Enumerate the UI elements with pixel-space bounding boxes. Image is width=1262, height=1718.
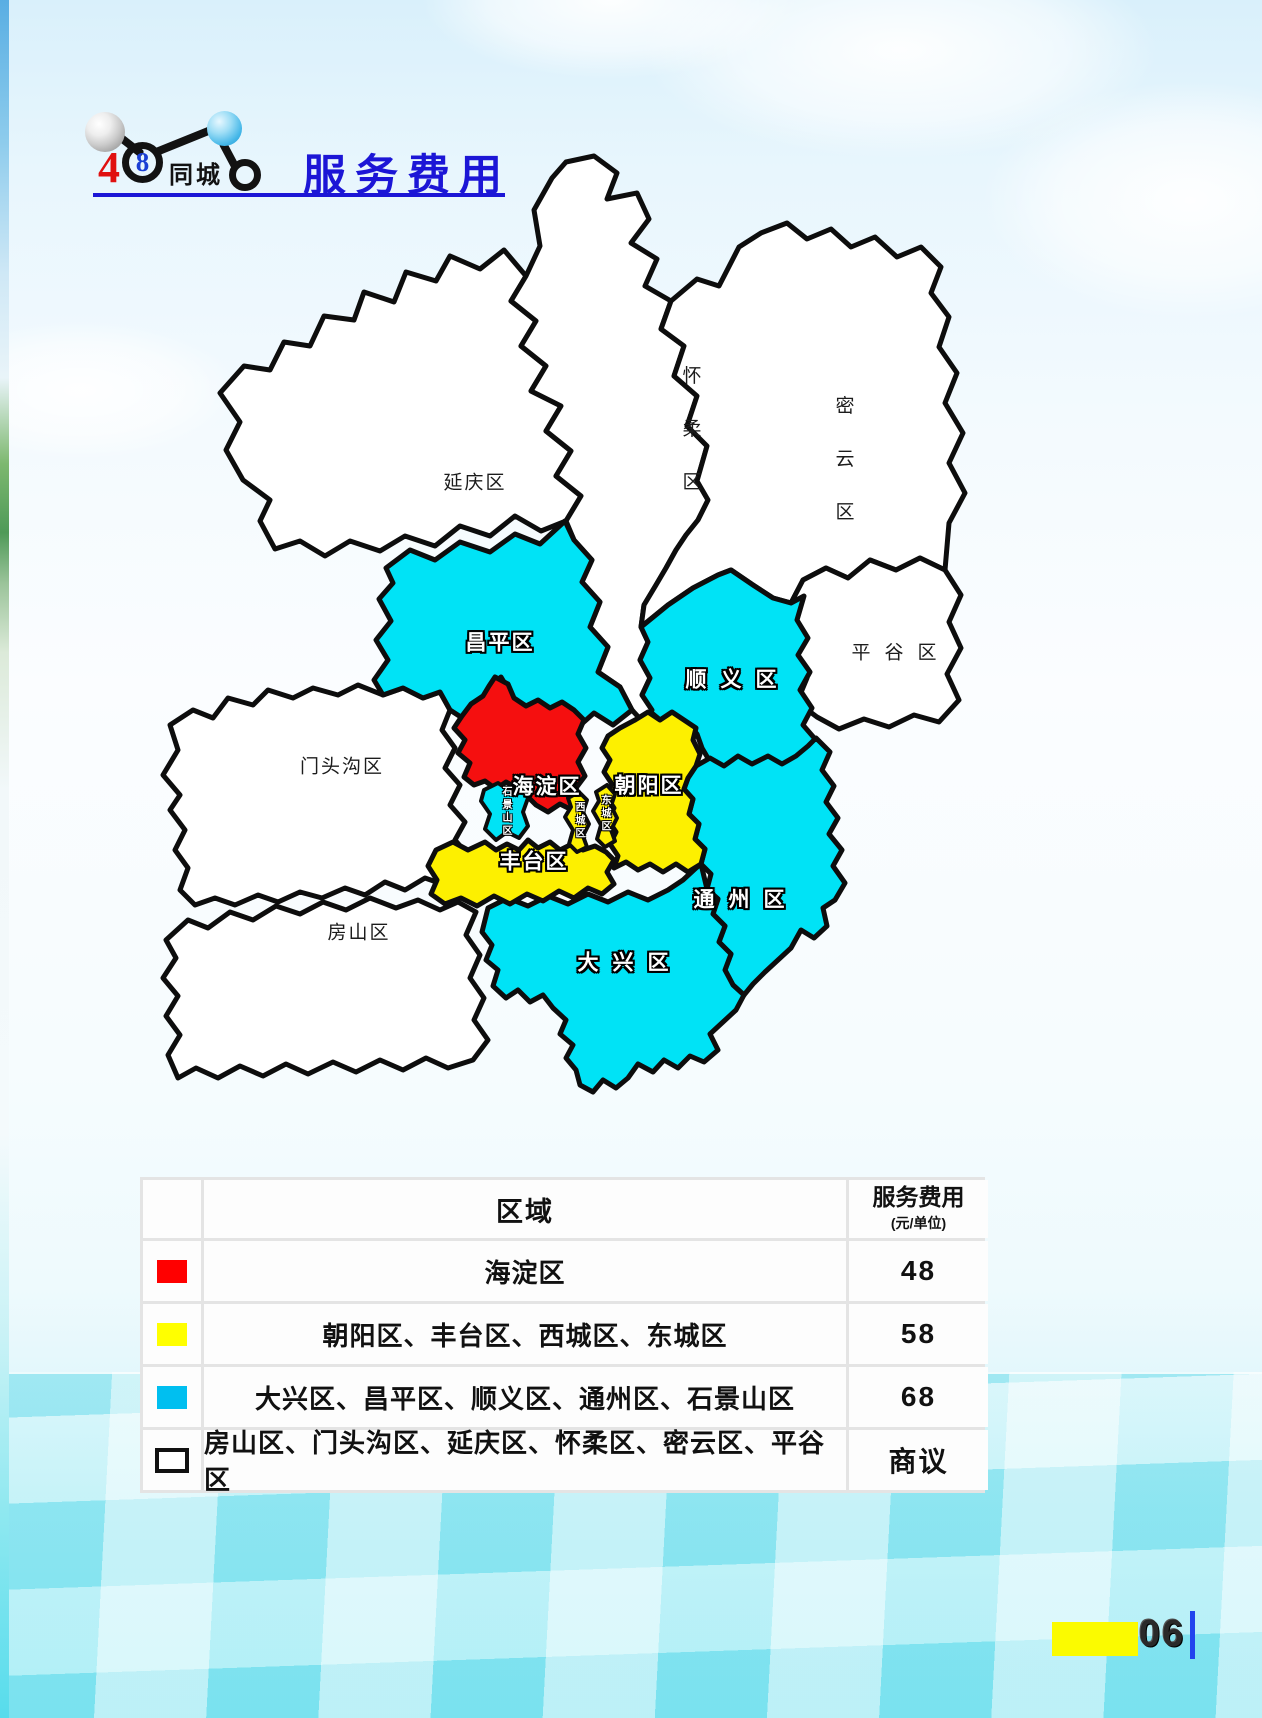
map-region-xicheng: [563, 790, 591, 854]
label-xicheng: 西城区: [573, 801, 584, 841]
label-miyun: 密云区: [832, 395, 854, 555]
table-header-region: 区域: [204, 1180, 846, 1238]
logo-small-ring-icon: [229, 159, 261, 191]
map-region-dongcheng: [591, 783, 619, 849]
title-underline: [93, 193, 505, 197]
row-regions: 大兴区、昌平区、顺义区、通州区、石景山区: [254, 1383, 795, 1414]
label-fangshan: 房山区: [327, 922, 391, 944]
label-pinggu: 平谷区: [851, 642, 951, 664]
label-daxing: 大兴区: [577, 951, 683, 975]
service-fee-table: 区域 服务费用 (元/单位) 海淀区 48 朝阳区、丰台区、西城区、东城区 58…: [140, 1177, 988, 1495]
page-title: 服务费用: [303, 152, 511, 200]
map-region-chaoyang: [599, 709, 708, 875]
left-photo-strip: [0, 0, 9, 1718]
label-dongcheng: 东城区: [599, 794, 610, 834]
label-shijingshan: 石景山区: [500, 786, 511, 838]
table-row-fee: 68: [849, 1367, 988, 1427]
table-header-region-label: 区域: [496, 1196, 554, 1227]
table-row: 房山区、门头沟区、延庆区、怀柔区、密云区、平谷区: [204, 1428, 846, 1495]
row-fee: 48: [900, 1255, 937, 1286]
blue-sphere-icon: [207, 111, 242, 146]
label-tongzhou: 通州区: [693, 888, 799, 912]
district-map-svg: [160, 153, 968, 1095]
map-region-mentougou: [160, 682, 471, 908]
logo-ring-8: 8: [122, 142, 163, 183]
logo-digit-4: 4: [98, 143, 120, 192]
logo-brand-text: 同城: [169, 162, 223, 189]
table-row: 大兴区、昌平区、顺义区、通州区、石景山区: [204, 1367, 846, 1427]
label-mentougou: 门头沟区: [299, 756, 385, 778]
label-changping: 昌平区: [465, 631, 535, 655]
map-region-haidian: [451, 674, 589, 815]
logo-digit-8: 8: [135, 147, 150, 177]
table-row: 朝阳区、丰台区、西城区、东城区: [204, 1304, 846, 1364]
row-regions: 朝阳区、丰台区、西城区、东城区: [322, 1320, 728, 1351]
map-region-fangshan: [160, 895, 491, 1081]
label-haidian: 海淀区: [512, 775, 582, 799]
silver-sphere-icon: [85, 112, 125, 152]
table-header-fee-label: 服务费用: [872, 1184, 965, 1211]
row-fee: 58: [900, 1318, 937, 1349]
footer-yellow-block: [1052, 1622, 1138, 1656]
table-row: 海淀区: [204, 1241, 846, 1301]
table-header-fee: 服务费用 (元/单位): [849, 1180, 988, 1238]
table-row-legend: [143, 1430, 201, 1490]
legend-swatch-yellow: [157, 1322, 187, 1346]
legend-swatch-cyan: [157, 1385, 187, 1409]
table-header-legend-cell: [143, 1180, 201, 1238]
row-fee: 68: [900, 1381, 937, 1412]
legend-swatch-red: [157, 1259, 187, 1283]
map-region-fengtai: [425, 837, 617, 909]
row-fee: 商议: [888, 1446, 949, 1477]
label-yanqing: 延庆区: [443, 472, 507, 494]
page-number: 06: [1139, 1613, 1186, 1655]
table-row-fee: 58: [849, 1304, 988, 1364]
table-row-fee: 商议: [849, 1430, 988, 1490]
table-row-legend: [143, 1304, 201, 1364]
footer-blue-bar: [1190, 1611, 1195, 1659]
table-row-legend: [143, 1241, 201, 1301]
legend-swatch-white: [155, 1447, 189, 1473]
row-regions: 房山区、门头沟区、延庆区、怀柔区、密云区、平谷区: [204, 1428, 826, 1495]
table-row-legend: [143, 1367, 201, 1427]
label-fengtai: 丰台区: [499, 850, 569, 874]
table-header-fee-unit: (元/单位): [890, 1214, 947, 1231]
beijing-district-map: 延庆区 怀柔区 密云区 平谷区 门头沟区 房山区 昌平区 顺义区 海淀区 朝阳区…: [148, 150, 978, 1110]
table-row-fee: 48: [849, 1241, 988, 1301]
row-regions: 海淀区: [484, 1257, 566, 1288]
label-chaoyang: 朝阳区: [614, 774, 684, 798]
map-region-shijingshan: [479, 781, 530, 842]
label-huairou: 怀柔区: [679, 365, 701, 525]
map-region-daxing: [479, 861, 747, 1095]
label-shunyi: 顺义区: [685, 668, 791, 692]
